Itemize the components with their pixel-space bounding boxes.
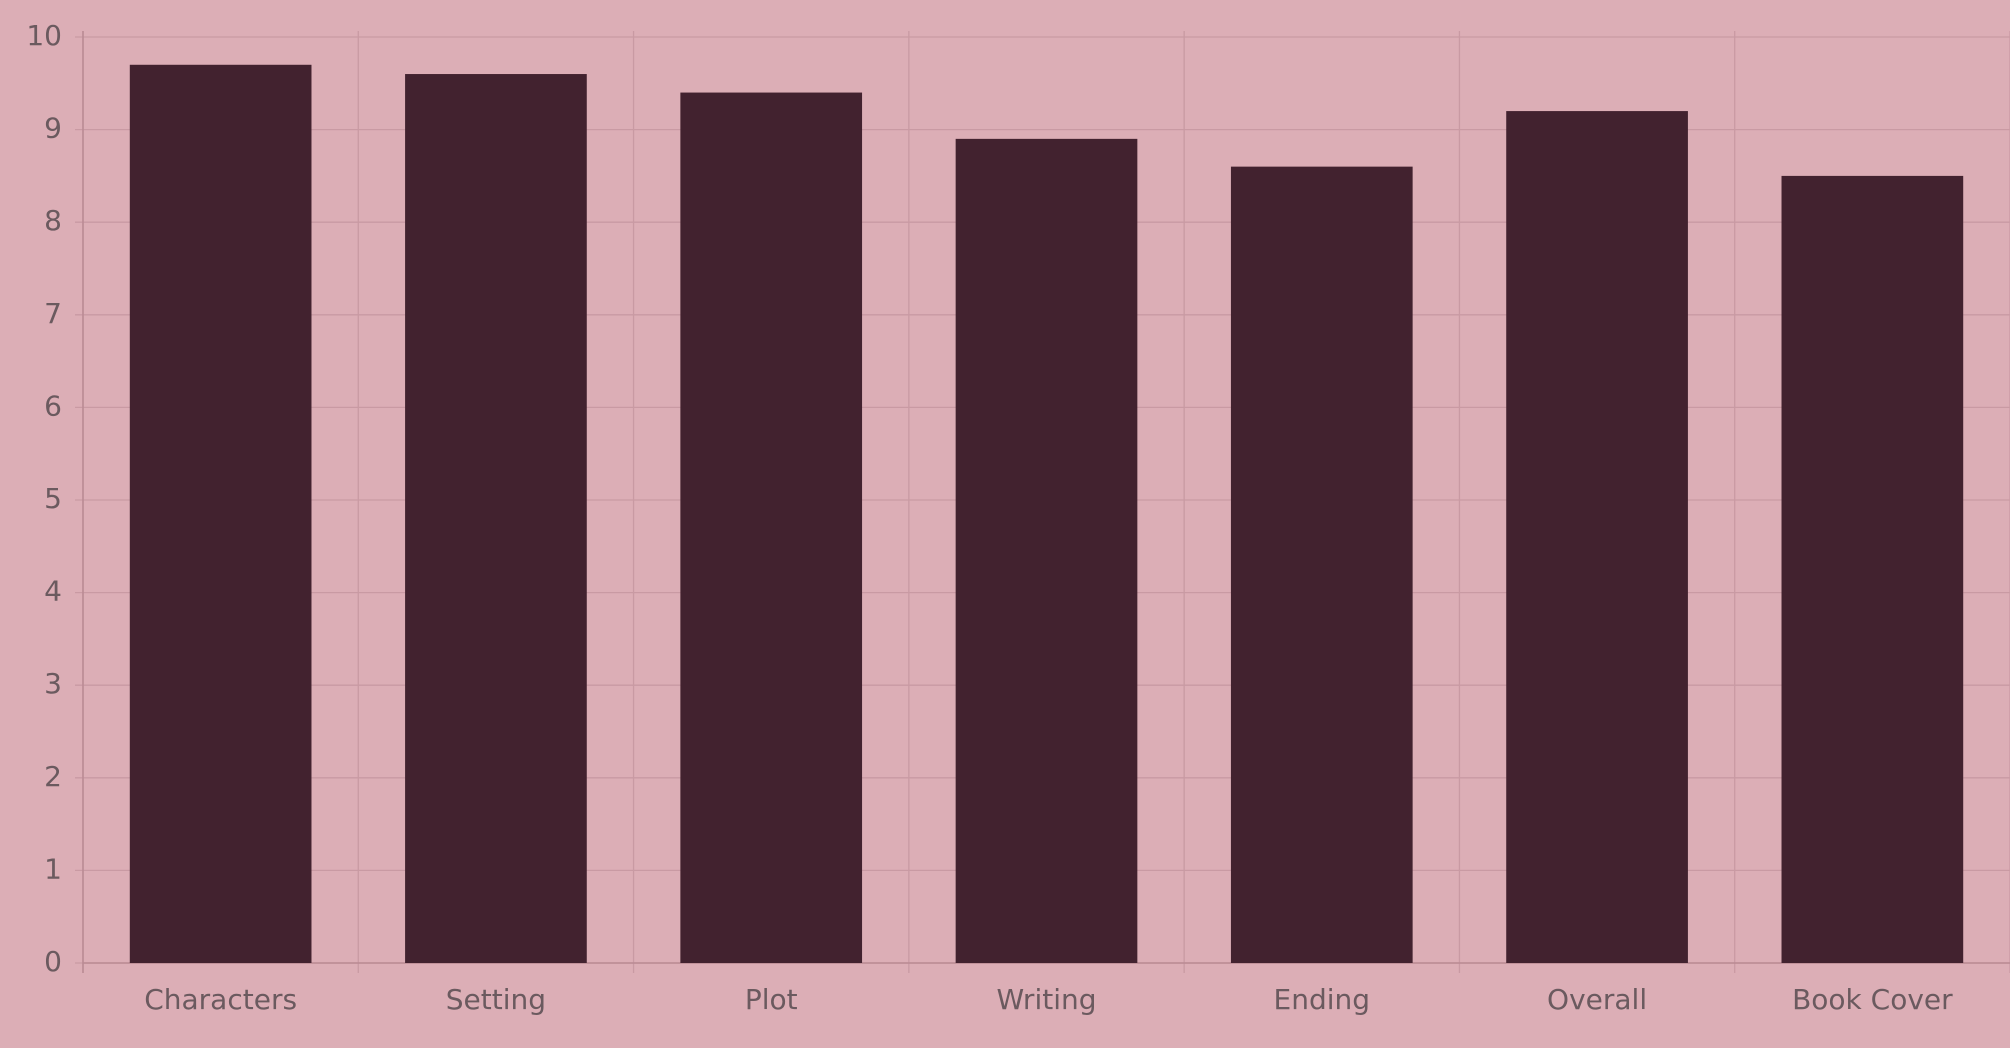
y-tick-label: 5 [44,482,62,515]
y-tick-label: 7 [44,297,62,330]
bar [405,74,587,964]
bar [129,64,312,963]
y-tick-label: 3 [44,667,62,700]
y-tick-label: 4 [44,575,62,608]
y-tick-label: 6 [44,389,62,422]
bar [1230,166,1413,963]
x-tick-label: Writing [997,983,1097,1016]
y-tick-label: 9 [44,112,62,145]
y-tick-label: 2 [44,760,62,793]
bar [955,138,1138,964]
y-tick-label: 1 [44,852,62,885]
bar [680,92,863,963]
x-tick-label: Characters [144,983,297,1016]
y-tick-label: 0 [44,945,62,978]
x-tick-label: Book Cover [1792,983,1953,1016]
x-tick-label: Ending [1274,983,1371,1016]
x-tick-label: Setting [446,983,546,1016]
x-tick-label: Plot [745,983,798,1016]
bar [1506,111,1688,963]
y-tick-label: 8 [44,204,62,237]
bar [1781,175,1964,963]
x-tick-label: Overall [1547,983,1647,1016]
y-tick-label: 10 [26,19,62,52]
